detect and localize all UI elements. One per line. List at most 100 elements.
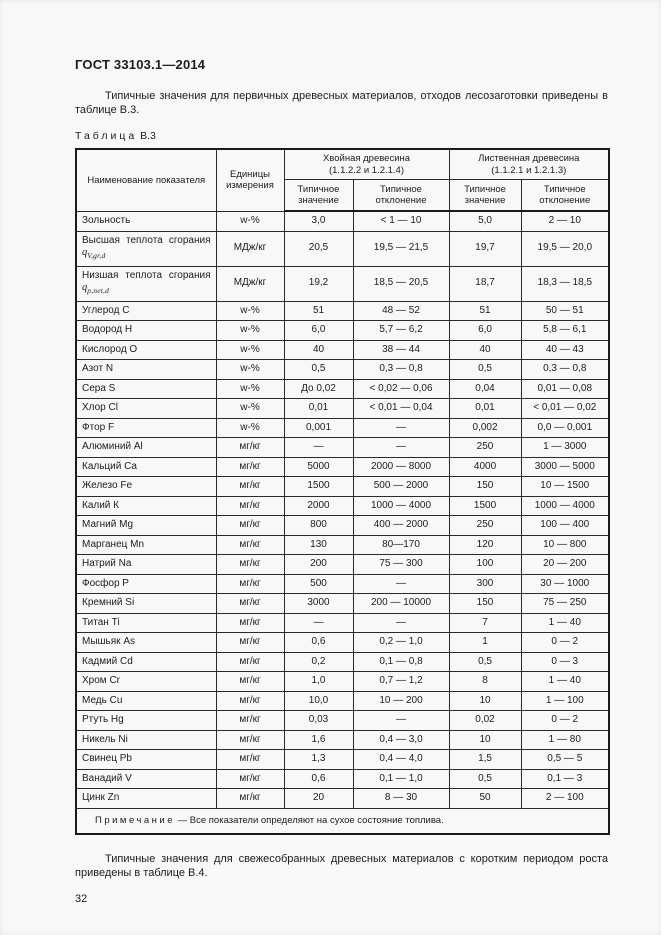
unit-cell: мг/кг	[215, 612, 285, 634]
value-cell: 1 — 80	[520, 729, 610, 751]
value-cell: 0,04	[448, 378, 522, 400]
value-cell: 0,5	[448, 768, 522, 790]
value-cell: 19,7	[448, 230, 522, 267]
note-label: Примечание	[95, 814, 175, 826]
indicator-formula: qV,gr,d	[82, 247, 106, 261]
value-cell: 19,5 — 21,5	[352, 230, 450, 267]
column-group-deciduous-ref: (1.1.2.1 и 1.2.1.3)	[491, 164, 567, 176]
indicator-name-text: Сера S	[82, 382, 116, 394]
indicator-name: Кальций Ca	[75, 456, 217, 478]
value-cell: 1 — 100	[520, 690, 610, 712]
value-cell: 130	[283, 534, 354, 556]
value-cell: 1,0	[283, 671, 354, 692]
value-cell: 3,0	[283, 210, 354, 232]
indicator-name-text: Магний Mg	[82, 519, 134, 531]
indicator-name-text: Азот N	[82, 363, 114, 375]
value-cell: < 0,02 — 0,06	[352, 378, 450, 400]
value-cell: 150	[448, 593, 522, 614]
value-cell: 5,0	[448, 210, 522, 232]
value-cell: 6,0	[448, 320, 522, 341]
value-cell: 1 — 3000	[520, 437, 610, 458]
value-cell: 1000 — 4000	[352, 495, 450, 517]
value-cell: 51	[283, 300, 354, 322]
indicator-name-text: Кремний Si	[82, 597, 135, 609]
page-number: 32	[75, 892, 88, 905]
value-cell: —	[352, 612, 450, 634]
table-row: Никель Ni мг/кг 1,6 0,4 — 3,0 10 1 — 80	[75, 729, 610, 751]
subcolumn-typical-value-coniferous: Типичное значение	[283, 179, 354, 212]
column-group-deciduous: Лиственная древесина (1.1.2.1 и 1.2.1.3)	[448, 148, 610, 180]
unit-cell: МДж/кг	[215, 265, 285, 302]
indicator-name: Фтор F	[75, 417, 217, 439]
value-cell: 0,5 — 5	[520, 749, 610, 770]
value-cell: 20,5	[283, 230, 354, 267]
value-cell: 1500	[448, 495, 522, 517]
indicator-name: Водород Н	[75, 320, 217, 341]
value-cell: 100 — 400	[520, 515, 610, 536]
unit-cell: мг/кг	[215, 495, 285, 517]
indicator-name-text: Калий К	[82, 499, 119, 511]
value-cell: 10,0	[283, 690, 354, 712]
value-cell: 120	[448, 534, 522, 556]
value-cell: 0,2 — 1,0	[352, 632, 450, 653]
value-cell: 40	[448, 339, 522, 361]
value-cell: 300	[448, 573, 522, 595]
data-table: Наименование показателя Единицы измерени…	[75, 148, 611, 835]
unit-cell: мг/кг	[215, 788, 285, 809]
value-cell: 0,3 — 0,8	[520, 359, 610, 380]
indicator-name: Сера S	[75, 378, 217, 400]
value-cell: 75 — 300	[352, 554, 450, 575]
indicator-name-text: Фтор F	[82, 421, 115, 433]
table-row: Ртуть Hg мг/кг 0,03—0,02 0 — 2	[75, 710, 610, 731]
value-cell: 0,7 — 1,2	[352, 671, 450, 692]
value-cell: 250	[448, 515, 522, 536]
indicator-name: Кремний Si	[75, 593, 217, 614]
unit-cell: w-%	[215, 300, 285, 322]
unit-cell: мг/кг	[215, 573, 285, 595]
value-cell: 0,02	[448, 710, 522, 731]
value-cell: —	[352, 417, 450, 439]
indicator-name: Высшая теплота сгорания qV,gr,d	[75, 230, 217, 267]
closing-paragraph: Типичные значения для свежесобранных дре…	[75, 852, 608, 879]
value-cell: 0,5	[448, 651, 522, 673]
indicator-name: Цинк Zn	[75, 788, 217, 809]
value-cell: 0,1 — 3	[520, 768, 610, 790]
unit-cell: мг/кг	[215, 651, 285, 673]
unit-cell: мг/кг	[215, 632, 285, 653]
value-cell: 5,8 — 6,1	[520, 320, 610, 341]
indicator-name: Кислород О	[75, 339, 217, 361]
column-group-coniferous-title: Хвойная древесина	[322, 153, 411, 164]
value-cell: 2000	[283, 495, 354, 517]
value-cell: 0,01	[448, 398, 522, 419]
value-cell: 18,7	[448, 265, 522, 302]
table-row: Медь Cu мг/кг 10,0 10 — 200 10 1 — 100	[75, 690, 610, 712]
table-caption-word: Таблица	[75, 130, 138, 142]
table-header: Наименование показателя Единицы измерени…	[75, 148, 610, 212]
value-cell: 100	[448, 554, 522, 575]
value-cell: 18,3 — 18,5	[520, 265, 610, 302]
table-body: Зольность w-% 3,0 < 1 — 10 5,0 2 — 10 Высшая т…	[75, 210, 610, 809]
unit-cell: мг/кг	[215, 729, 285, 751]
indicator-name: Натрий Na	[75, 554, 217, 575]
indicator-name: Хлор Cl	[75, 398, 217, 419]
value-cell: 0,002	[448, 417, 522, 439]
unit-cell: w-%	[215, 320, 285, 341]
indicator-name-text: Алюминий Al	[82, 441, 143, 453]
indicator-name-text: Низшая теплота сгорания	[82, 269, 211, 281]
table-row: Низшая теплота сгорания qp,net,d МДж/кг 19,…	[75, 265, 610, 302]
value-cell: —	[352, 710, 450, 731]
indicator-name: Свинец Pb	[75, 749, 217, 770]
value-cell: 18,5 — 20,5	[352, 265, 450, 302]
indicator-name-text: Медь Cu	[82, 694, 123, 706]
column-group-coniferous-ref: (1.1.2.2 и 1.2.1.4)	[328, 164, 405, 176]
value-cell: 0,01	[283, 398, 354, 419]
table-note: Примечание — Все показатели определяют н…	[75, 807, 610, 835]
value-cell: 1 — 40	[520, 612, 610, 634]
column-header-units: Единицы измерения	[215, 148, 285, 212]
indicator-formula: qp,net,d	[82, 282, 110, 296]
indicator-name: Ртуть Hg	[75, 710, 217, 731]
unit-cell: мг/кг	[215, 515, 285, 536]
indicator-name: Углерод С	[75, 300, 217, 322]
table-row: Ванадий V мг/кг 0,6 0,1 — 1,0 0,5 0,1 — 3	[75, 768, 610, 790]
